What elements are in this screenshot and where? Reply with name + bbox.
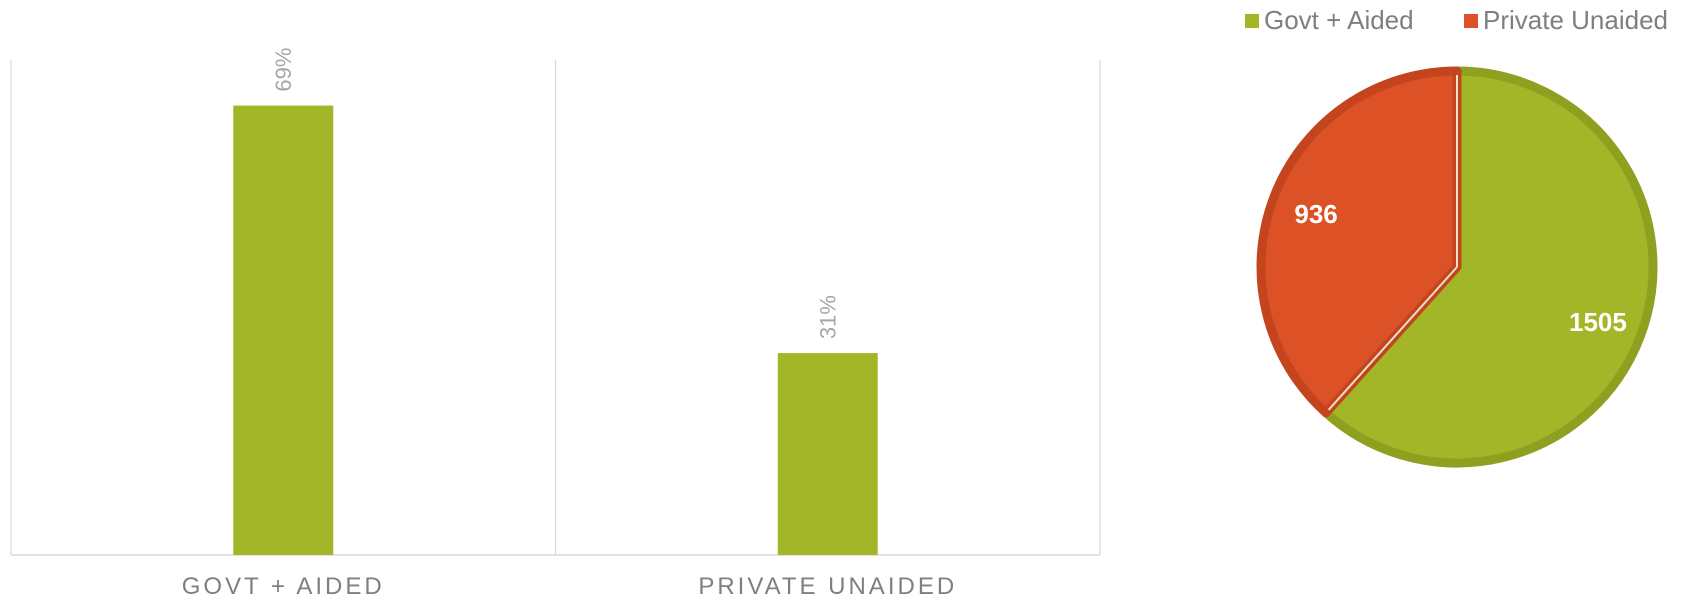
bars (233, 105, 878, 555)
bar-chart: 69% 31% GOVT + AIDED PRIVATE UNAIDED (10, 48, 1101, 600)
legend-swatch (1464, 14, 1478, 28)
pie-data-label: 936 (1294, 199, 1337, 229)
pie-slice (1256, 66, 1462, 418)
pie-data-label: 1505 (1569, 307, 1627, 337)
legend-swatch (1245, 14, 1259, 28)
bar (233, 105, 334, 555)
pie-legend: Govt + Aided Private Unaided (1245, 5, 1668, 35)
category-labels: GOVT + AIDED PRIVATE UNAIDED (182, 573, 957, 600)
pie-data-labels: 1505 936 (1294, 199, 1626, 337)
category-label: PRIVATE UNAIDED (698, 573, 957, 600)
bar-axes (10, 60, 1101, 556)
bar-data-label: 69% (271, 48, 296, 92)
pie-chart: Govt + Aided Private Unaided 1505 936 (1245, 5, 1668, 468)
slice-separator (1327, 266, 1458, 411)
pie-slice (1321, 66, 1658, 468)
bar-data-label: 31% (816, 295, 841, 339)
bar-data-labels: 69% 31% (271, 48, 841, 340)
legend-label: Govt + Aided (1264, 5, 1414, 35)
legend-label: Private Unaided (1483, 5, 1668, 35)
bar (777, 353, 878, 555)
category-label: GOVT + AIDED (182, 573, 385, 600)
pie-slices (1256, 66, 1658, 468)
